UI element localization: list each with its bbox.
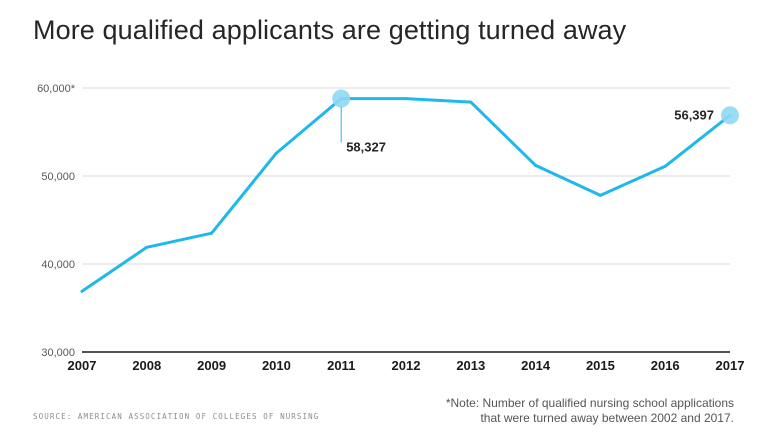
- x-tick-label-2010: 2010: [262, 358, 291, 373]
- x-tick-label-2009: 2009: [197, 358, 226, 373]
- highlight-marker-2011: [332, 89, 351, 108]
- x-tick-label-2008: 2008: [132, 358, 161, 373]
- x-tick-label-2017: 2017: [716, 358, 745, 373]
- x-tick-labels: 2007 2008 2009 2010 2011 2012 2013 2014 2015 2016…: [68, 358, 745, 373]
- x-tick-label-2015: 2015: [586, 358, 615, 373]
- x-tick-label-2013: 2013: [456, 358, 485, 373]
- x-tick-label-2016: 2016: [651, 358, 680, 373]
- annotation-label-2011: 58,327: [346, 140, 386, 155]
- data-point-2010: [274, 151, 278, 155]
- source-credit: SOURCE: AMERICAN ASSOCIATION OF COLLEGES…: [33, 412, 320, 421]
- data-point-2016: [663, 164, 667, 168]
- data-point-2015: [598, 193, 602, 197]
- data-point-2014: [534, 163, 538, 167]
- data-point-2008: [145, 245, 149, 249]
- data-point-2013: [469, 100, 473, 104]
- highlight-marker-2017: [721, 106, 739, 125]
- footnote-line-1: *Note: Number of qualified nursing schoo…: [445, 396, 734, 410]
- x-tick-label-2014: 2014: [521, 358, 551, 373]
- data-point-2007: [80, 289, 84, 293]
- series-line: [80, 97, 732, 293]
- x-tick-label-2007: 2007: [68, 358, 97, 373]
- y-tick-label-1: 40,000: [41, 259, 75, 271]
- y-tick-labels: 30,000 40,000 50,000 60,000*: [37, 83, 76, 359]
- x-tick-label-2012: 2012: [392, 358, 421, 373]
- annotations: 58,327 56,397: [332, 89, 739, 155]
- footnote-line-2: that were turned away between 2002 and 2…: [480, 411, 734, 425]
- y-grid-lines: [82, 87, 730, 265]
- data-series: [80, 97, 732, 293]
- data-point-2012: [404, 97, 408, 101]
- chart-title: More qualified applicants are getting tu…: [33, 15, 627, 45]
- y-tick-label-0: 30,000: [41, 347, 75, 359]
- data-point-2009: [210, 231, 214, 235]
- footnote: *Note: Number of qualified nursing schoo…: [374, 396, 734, 426]
- y-tick-label-3: 60,000*: [37, 83, 76, 95]
- x-tick-label-2011: 2011: [327, 358, 355, 373]
- annotation-label-2017: 56,397: [674, 107, 714, 122]
- y-tick-label-2: 50,000: [41, 171, 75, 183]
